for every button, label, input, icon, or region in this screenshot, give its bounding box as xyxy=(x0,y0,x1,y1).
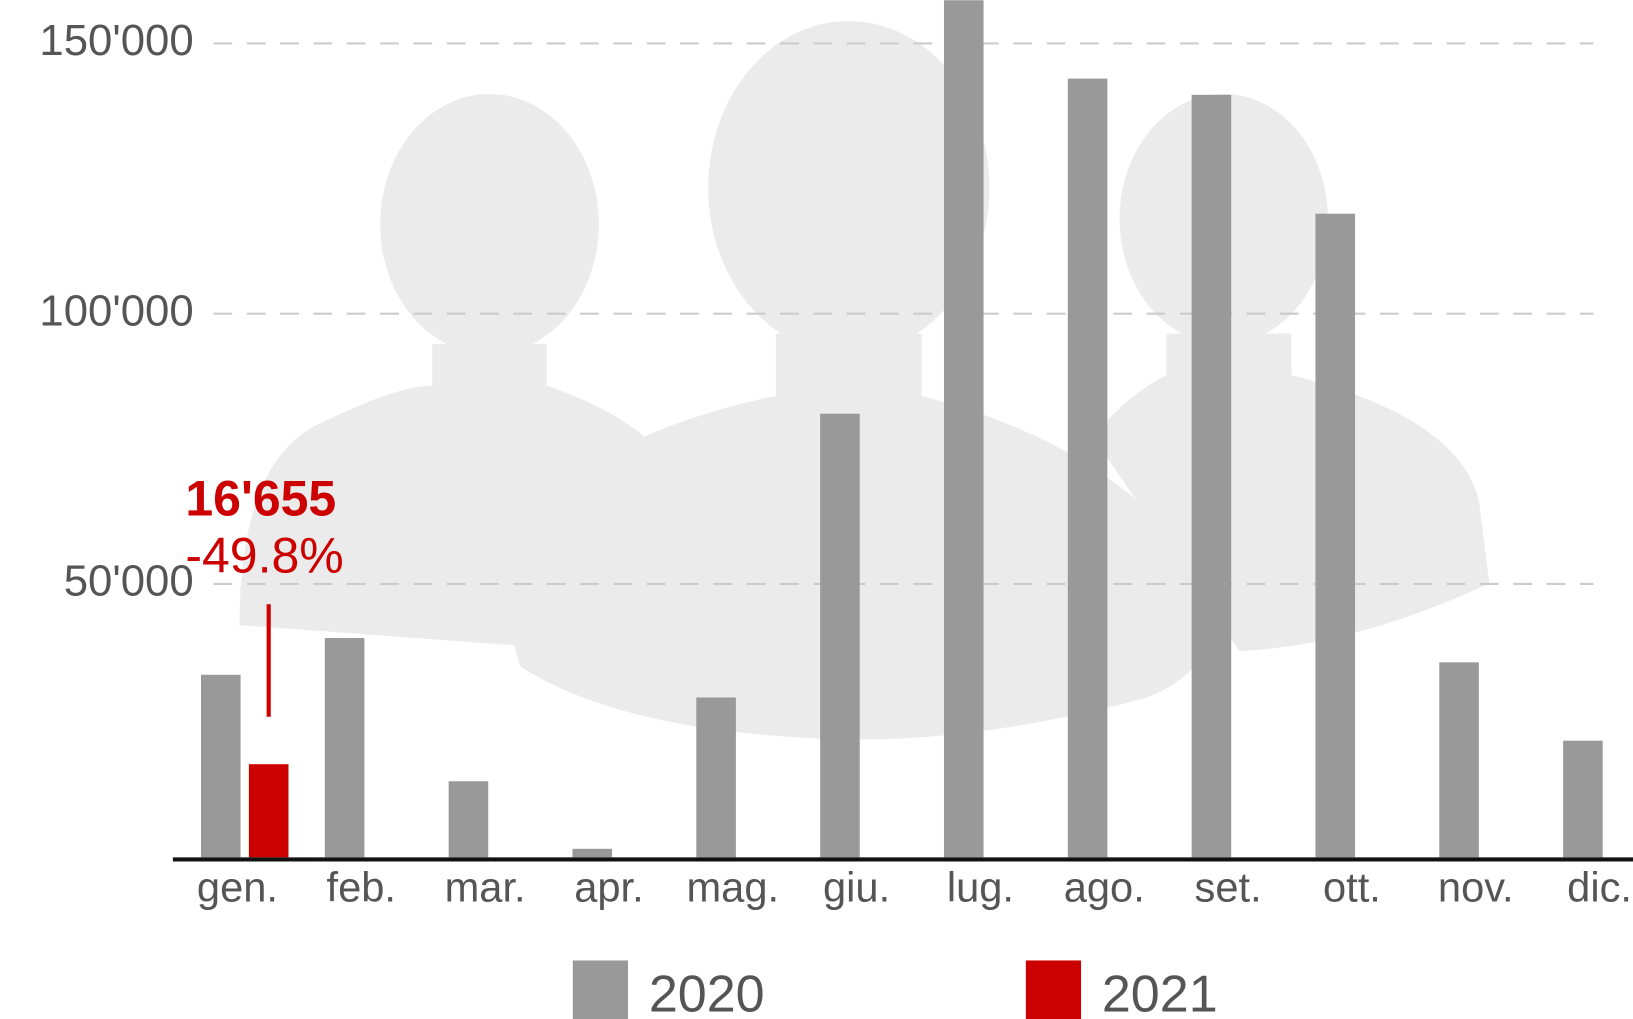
y-tick-label: 150'000 xyxy=(39,16,193,65)
x-tick-label: nov. xyxy=(1438,864,1514,911)
bar xyxy=(449,781,489,857)
x-tick-label: mag. xyxy=(686,864,779,911)
bar xyxy=(1068,79,1108,858)
bar xyxy=(1192,95,1232,858)
bar xyxy=(201,675,241,858)
y-tick-label: 50'000 xyxy=(64,557,194,606)
bar xyxy=(1439,662,1479,857)
bar xyxy=(944,0,984,857)
bar xyxy=(1563,741,1603,858)
legend-label: 2021 xyxy=(1102,966,1218,1019)
bar xyxy=(820,414,860,858)
legend-label: 2020 xyxy=(649,966,765,1019)
x-tick-label: apr. xyxy=(574,864,643,911)
x-tick-label: ago. xyxy=(1064,864,1145,911)
legend-swatch xyxy=(1026,960,1081,1019)
x-tick-label: mar. xyxy=(445,864,526,911)
annotation: -49.8% xyxy=(185,528,343,584)
x-tick-label: ott. xyxy=(1323,864,1381,911)
value-label: 16'655 xyxy=(185,470,336,526)
x-tick-label: feb. xyxy=(327,864,396,911)
y-tick-label: 100'000 xyxy=(39,286,193,335)
bar xyxy=(325,638,365,857)
bar xyxy=(572,849,612,858)
x-tick-label: lug. xyxy=(947,864,1014,911)
bar xyxy=(249,764,289,857)
bar xyxy=(696,697,736,857)
chart: 50'000 100'000 150'000 gen. feb. mar. apr. mag.… xyxy=(0,0,1633,1019)
legend-swatch xyxy=(573,960,628,1019)
x-tick-label: giu. xyxy=(823,864,890,911)
background-silhouettes xyxy=(240,21,1490,740)
x-tick-label: dic. xyxy=(1567,864,1632,911)
x-tick-label: gen. xyxy=(197,864,278,911)
x-tick-label: set. xyxy=(1195,864,1262,911)
bar xyxy=(1315,214,1355,858)
